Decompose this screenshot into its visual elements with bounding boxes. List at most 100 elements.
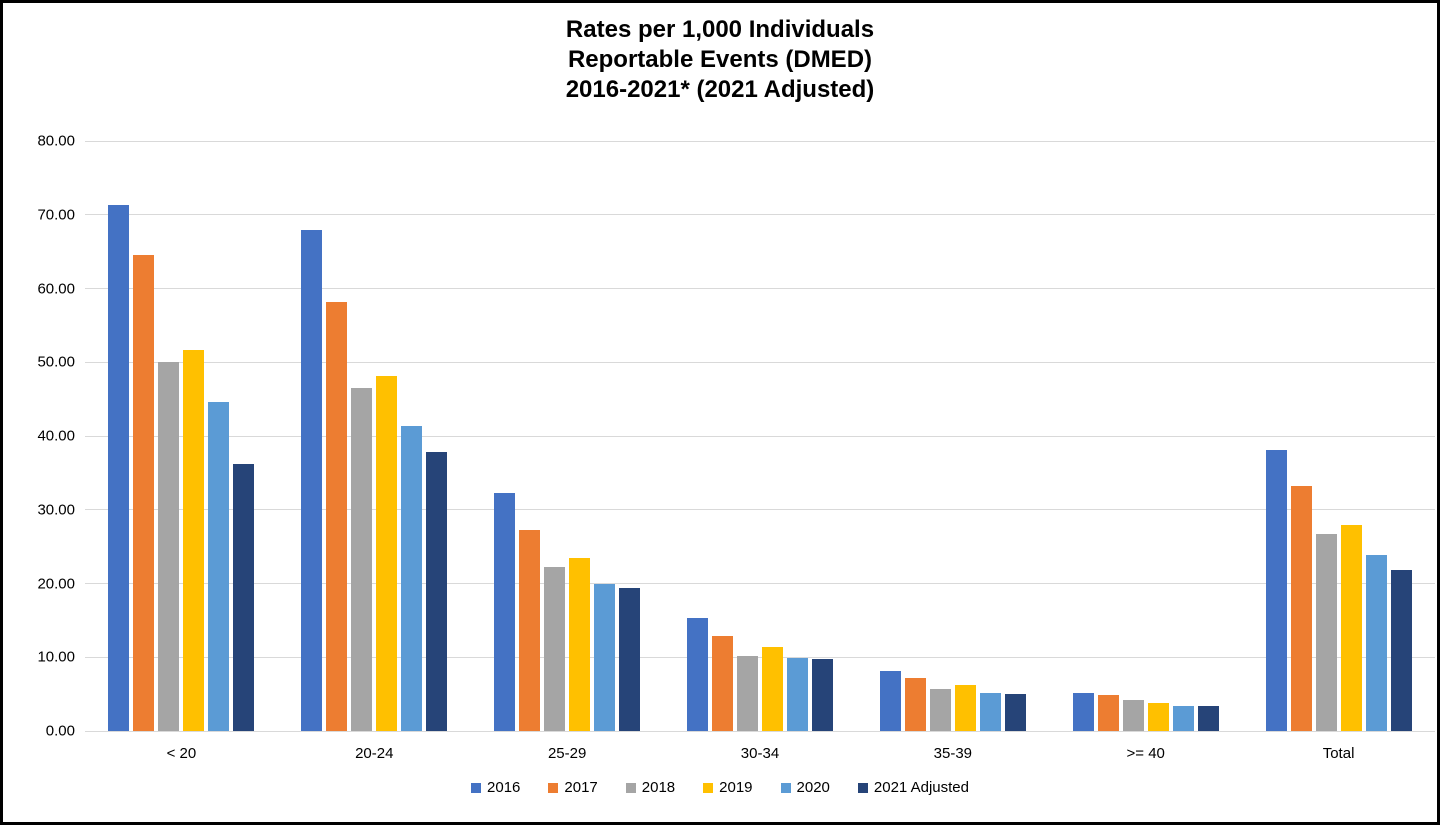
x-category-label: Total	[1322, 745, 1355, 762]
bar	[376, 375, 398, 731]
legend: 2016 2017 2018 2019 2020 2021 Adjusted	[3, 779, 1437, 796]
y-tick-label: 80.00	[37, 132, 75, 150]
legend-item: 2018	[625, 779, 676, 796]
bar-group	[1049, 141, 1242, 731]
bar	[133, 255, 155, 731]
bar	[158, 362, 180, 731]
bar	[401, 425, 423, 731]
bar	[1004, 694, 1026, 731]
legend-item: 2019	[703, 779, 753, 796]
legend-item: 2017	[548, 779, 598, 796]
bar	[426, 451, 448, 731]
bar	[1197, 705, 1219, 731]
gridline	[85, 583, 1435, 584]
plot-area	[85, 140, 1435, 732]
gridline	[85, 509, 1435, 511]
legend-swatch	[625, 782, 636, 793]
gridline	[85, 214, 1435, 216]
legend-item: 2021 Adjusted	[857, 779, 969, 796]
gridline	[85, 361, 1435, 363]
bar	[736, 655, 758, 731]
y-tick-label: 40.00	[37, 427, 75, 445]
legend-label: 2018	[641, 779, 676, 796]
y-axis: 80.00 70.00 60.00 50.00 40.00 30.00 20.00 10.00…	[3, 133, 79, 740]
bar	[929, 688, 951, 731]
x-axis: < 20 20-24 25-29 30-34 35-39 >= 40 Total	[85, 745, 1435, 767]
bar	[619, 587, 641, 731]
gridline	[85, 656, 1435, 658]
bar	[761, 646, 783, 731]
y-tick-label: 30.00	[37, 501, 75, 519]
bar	[326, 301, 348, 731]
bar	[711, 635, 733, 731]
bar-group	[278, 141, 471, 731]
gridline	[85, 288, 1435, 289]
bar	[183, 350, 205, 731]
bar	[786, 658, 808, 731]
bar-group	[856, 141, 1049, 731]
bar	[1365, 554, 1387, 731]
bar-group	[471, 141, 664, 731]
bar	[1072, 692, 1094, 731]
x-category-label: 30-34	[740, 745, 780, 762]
bar	[544, 566, 566, 731]
bar-group	[1242, 141, 1435, 731]
bar	[954, 684, 976, 731]
legend-label: 2017	[564, 779, 598, 796]
bar	[1265, 450, 1287, 731]
legend-swatch	[471, 782, 482, 793]
gridline	[85, 435, 1435, 437]
bar	[519, 530, 541, 731]
bar	[1290, 486, 1312, 731]
x-category-label: >= 40	[1126, 745, 1165, 762]
chart-title-line: 2016-2021* (2021 Adjusted)	[565, 76, 875, 103]
bar-group	[85, 141, 278, 731]
bar	[686, 618, 708, 731]
y-tick-label: 0.00	[45, 722, 75, 740]
gridline	[85, 140, 1435, 142]
gridline	[85, 730, 1435, 732]
bar	[904, 677, 926, 731]
bar	[979, 692, 1001, 731]
x-category-label: 20-24	[355, 745, 394, 762]
legend-label: 2016	[487, 779, 521, 796]
legend-item: 2020	[780, 779, 830, 796]
legend-label: 2020	[796, 779, 830, 796]
bar	[208, 402, 230, 731]
x-category-label: < 20	[166, 745, 197, 762]
y-tick-label: 50.00	[37, 353, 75, 371]
chart-title-line: Rates per 1,000 Individuals	[565, 16, 875, 43]
y-tick-label: 20.00	[37, 575, 75, 592]
x-category-label: 25-29	[547, 745, 587, 762]
legend-swatch	[780, 782, 791, 793]
y-tick-label: 10.00	[37, 648, 75, 666]
legend-swatch	[703, 782, 714, 793]
bar	[1097, 694, 1119, 731]
bar	[1172, 705, 1194, 731]
legend-item: 2016	[471, 779, 520, 796]
chart-title: Rates per 1,000 Individuals Reportable E…	[3, 15, 1437, 105]
bar	[108, 205, 130, 731]
bar-group	[664, 141, 857, 731]
bar	[1122, 700, 1144, 731]
bar	[1340, 525, 1362, 731]
bar	[1390, 569, 1412, 731]
x-category-label: 35-39	[933, 745, 973, 762]
bar	[1147, 702, 1169, 731]
bar	[594, 584, 616, 731]
legend-swatch	[548, 782, 559, 793]
bar	[233, 464, 255, 731]
bar	[301, 229, 323, 731]
bar	[879, 670, 901, 731]
bar	[351, 388, 373, 731]
chart-title-line: Reportable Events (DMED)	[567, 46, 873, 73]
bar	[569, 558, 591, 731]
legend-label: 2021 Adjusted	[873, 779, 969, 796]
y-tick-label: 60.00	[37, 280, 75, 297]
legend-label: 2019	[719, 779, 753, 796]
y-tick-label: 70.00	[37, 206, 75, 224]
legend-swatch	[857, 782, 868, 793]
bar	[811, 658, 833, 731]
bar	[1315, 534, 1337, 731]
